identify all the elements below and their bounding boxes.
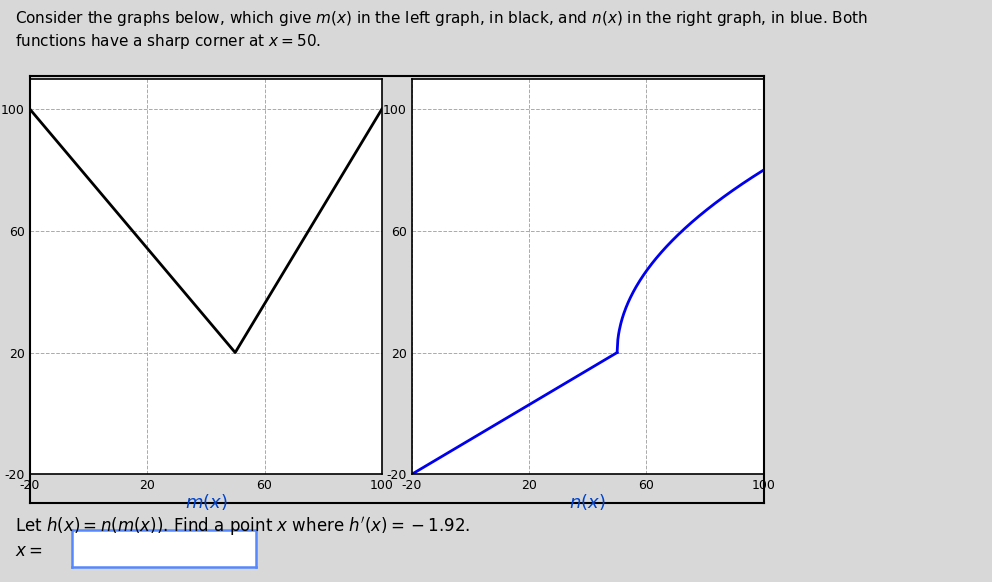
Text: Consider the graphs below, which give $m(x)$ in the left graph, in black, and $n: Consider the graphs below, which give $m…: [15, 9, 868, 28]
Text: functions have a sharp corner at $x = 50$.: functions have a sharp corner at $x = 50…: [15, 32, 320, 51]
Text: $n(x)$: $n(x)$: [569, 492, 605, 512]
Text: $x = $: $x = $: [15, 542, 43, 560]
Text: $m(x)$: $m(x)$: [185, 492, 228, 512]
Text: Let $h(x) = n(m(x))$. Find a point $x$ where $h'(x) = -1.92$.: Let $h(x) = n(m(x))$. Find a point $x$ w…: [15, 515, 470, 538]
